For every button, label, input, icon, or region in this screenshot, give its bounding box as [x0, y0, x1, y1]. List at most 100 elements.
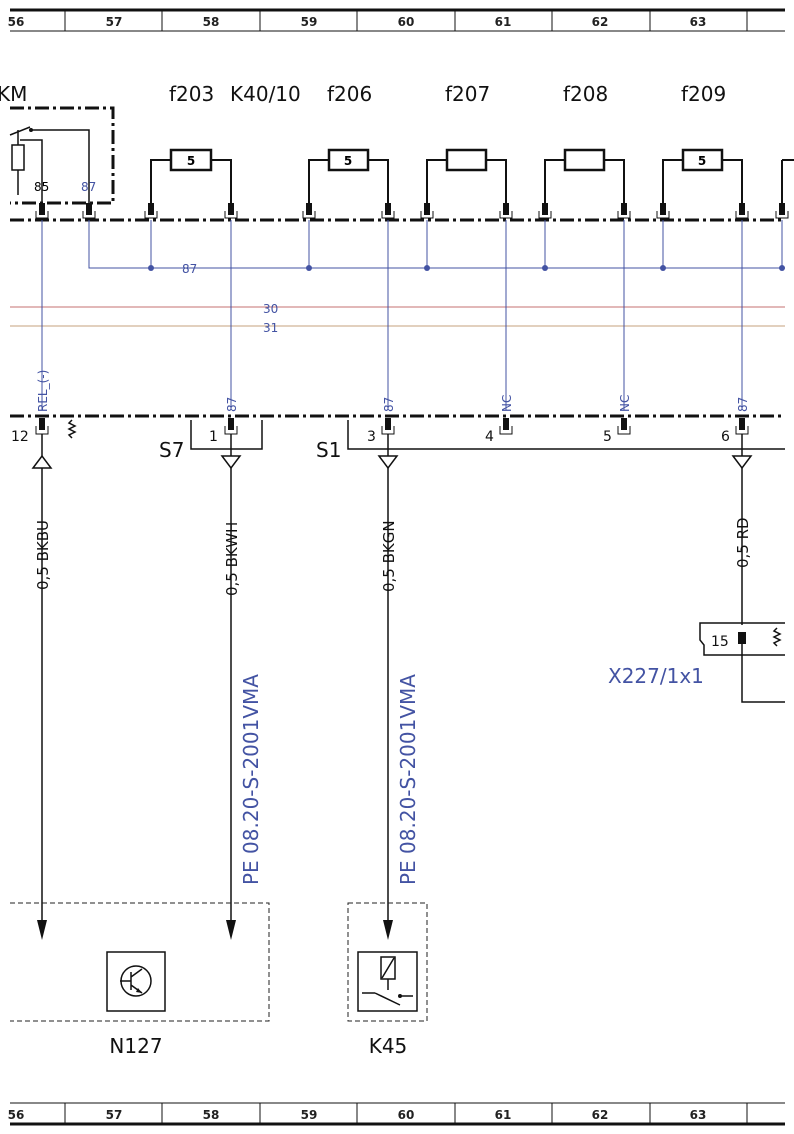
fuse	[445, 148, 488, 172]
terminal	[538, 211, 552, 219]
terminal	[82, 211, 96, 219]
terminal	[420, 211, 434, 219]
pin	[739, 418, 745, 430]
terminal	[144, 211, 158, 219]
pin	[39, 418, 45, 430]
fuse-label: f208	[563, 82, 608, 106]
relay-pin: 85	[34, 180, 49, 194]
relay-label: KM	[0, 82, 27, 106]
terminal	[306, 203, 312, 215]
splice	[306, 265, 312, 271]
pin-signal: REL_(-)	[36, 370, 50, 412]
column-number: 59	[301, 1108, 318, 1122]
pin	[503, 418, 509, 430]
wiring-line	[738, 632, 746, 644]
fuse-label: f206	[327, 82, 372, 106]
terminal	[542, 203, 548, 215]
column-number: 57	[106, 15, 123, 29]
column-numbers: 56 57 58 59 60 61 62 63 56 57 58 59 60 6…	[8, 15, 707, 1122]
terminal	[621, 203, 627, 215]
terminal	[617, 211, 631, 219]
terminal	[148, 203, 154, 215]
reference[interactable]: PE 08.20-S-2001VMA	[396, 674, 420, 885]
fuse	[169, 148, 213, 172]
fuse-wire	[308, 159, 389, 210]
column-number: 62	[592, 1108, 609, 1122]
wiring-line	[136, 988, 142, 993]
column-number: 61	[495, 15, 512, 29]
wiring-line	[347, 902, 428, 1022]
terminal	[735, 211, 749, 219]
fuse-wire	[150, 159, 232, 210]
relay-pin: 87	[81, 180, 96, 194]
terminal	[424, 203, 430, 215]
wiring-line	[20, 139, 43, 210]
column-number: 61	[495, 1108, 512, 1122]
wiring-line	[381, 957, 395, 979]
splice	[660, 265, 666, 271]
pin	[621, 418, 627, 430]
column-number: 62	[592, 15, 609, 29]
column-number: 58	[203, 1108, 220, 1122]
splice	[542, 265, 548, 271]
wiring-line	[9, 126, 31, 136]
terminal	[656, 211, 670, 219]
plug-triangle	[731, 455, 753, 470]
bus-label: 87	[182, 262, 197, 276]
pin-signals: REL_(-) 87 87 NC NC 87	[36, 370, 750, 412]
wiring-line	[31, 454, 53, 469]
wiring-line	[362, 979, 413, 1006]
pin	[617, 426, 631, 435]
pin-signal: 87	[736, 397, 750, 412]
pin-number: 6	[721, 429, 730, 445]
wiring-line	[11, 144, 25, 171]
device-label: K45	[369, 1034, 408, 1058]
splice	[424, 265, 430, 271]
column-number: 58	[203, 15, 220, 29]
terminal	[381, 211, 395, 219]
column-number: 63	[690, 1108, 707, 1122]
splice	[148, 265, 154, 271]
column-number: 60	[398, 15, 415, 29]
pin-signal: NC	[500, 395, 514, 412]
fuse	[563, 148, 606, 172]
wiring-line	[67, 419, 77, 439]
terminal	[35, 211, 49, 219]
wiring-line	[10, 902, 270, 1022]
plug-triangle	[220, 455, 242, 470]
device-label: N127	[109, 1034, 162, 1058]
column-number: 56	[8, 1108, 25, 1122]
wiring-line	[88, 220, 785, 269]
wiring-line	[398, 994, 402, 998]
bus-label: 31	[263, 321, 278, 335]
terminal	[224, 211, 238, 219]
column-number: 59	[301, 15, 318, 29]
pin-number: 4	[485, 429, 494, 445]
terminal	[779, 203, 785, 215]
wire-label: 0,5 BKWH	[223, 522, 241, 596]
wiring-line	[699, 622, 785, 656]
terminal	[660, 203, 666, 215]
wire-label: 0,5 BKGN	[380, 520, 398, 592]
pin-number: 5	[603, 429, 612, 445]
reference[interactable]: PE 08.20-S-2001VMA	[239, 674, 263, 885]
terminal	[775, 211, 789, 219]
column-number: 56	[8, 15, 25, 29]
wiring-line	[357, 951, 418, 1012]
wiring-line	[741, 644, 785, 703]
fuse-wire	[662, 159, 743, 210]
column-number: 63	[690, 15, 707, 29]
fuse	[681, 148, 724, 172]
plug-label: S7	[159, 438, 184, 462]
pin-number: 1	[209, 429, 218, 445]
pin-signal: 87	[225, 397, 239, 412]
pin-number: 12	[11, 429, 29, 445]
fuse-rating: 5	[698, 154, 706, 168]
pin-number: 3	[367, 429, 376, 445]
bus-label: 30	[263, 302, 278, 316]
pin	[385, 418, 391, 430]
plug-triangle	[377, 455, 399, 470]
pin-signal: NC	[618, 395, 632, 412]
pin	[499, 426, 513, 435]
